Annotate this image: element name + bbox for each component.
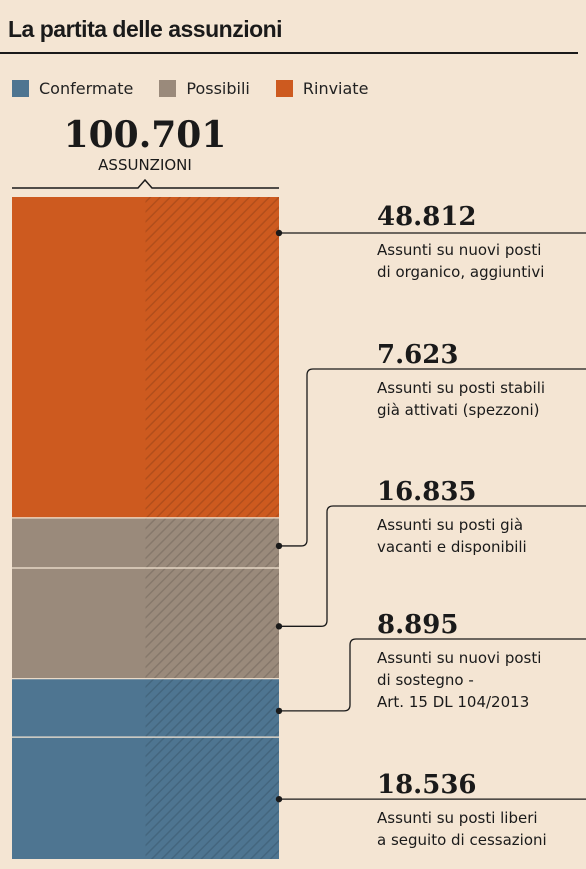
annotation-value-1: 48.812	[377, 202, 477, 232]
legend-item-rinviate: Rinviate	[275, 79, 369, 98]
total-bracket	[12, 178, 279, 189]
legend-item-confermate: Confermate	[12, 79, 133, 98]
leader-dot-3	[275, 623, 283, 630]
leader-dot-1	[275, 229, 283, 237]
legend-swatch-confermate	[12, 80, 29, 97]
annotation-desc-2-2: già attivati (spezzoni)	[377, 401, 540, 419]
leader-line-4	[279, 638, 586, 712]
title-divider	[0, 52, 578, 54]
leader-line-3	[279, 505, 586, 627]
annotation-desc-5-1: Assunti su posti liberi	[377, 809, 538, 827]
leader-dot-2	[275, 542, 283, 550]
bar-segment-hatch-2	[145, 517, 279, 568]
annotations: 48.812 Assunti su nuovi posti di organico,…	[275, 202, 586, 849]
annotation-value-3: 16.835	[377, 477, 477, 507]
annotation-value-5: 18.536	[377, 770, 477, 800]
leader-dot-4	[275, 707, 283, 715]
legend-label-confermate: Confermate	[39, 79, 134, 98]
annotation-desc-1-1: Assunti su nuovi posti	[377, 241, 541, 259]
leader-dot-5	[275, 795, 283, 803]
annotation-desc-5-2: a seguito di cessazioni	[377, 831, 547, 849]
bar-segment-hatch-1	[145, 197, 279, 518]
annotation-desc-2-1: Assunti su posti stabili	[377, 379, 545, 397]
annotation-desc-4-2: di sostegno -	[377, 671, 474, 689]
bar-segments	[12, 197, 279, 859]
annotation-desc-3-2: vacanti e disponibili	[377, 538, 527, 556]
total-value: 100.701	[64, 114, 227, 156]
annotation-desc-4-1: Assunti su nuovi posti	[377, 649, 541, 667]
bar-segment-hatch-3	[145, 567, 279, 679]
annotation-desc-4-3: Art. 15 DL 104/2013	[377, 693, 529, 711]
legend-swatch-rinviate	[275, 80, 293, 97]
annotation-value-4: 8.895	[377, 610, 458, 640]
legend-label-possibili: Possibili	[186, 79, 250, 98]
page-title: La partita delle assunzioni	[8, 16, 283, 42]
legend-item-possibili: Possibili	[159, 79, 250, 98]
bar-segment-hatch-4	[145, 678, 279, 738]
legend-label-rinviate: Rinviate	[302, 79, 369, 98]
annotation-desc-1-2: di organico, aggiuntivi	[377, 263, 544, 281]
legend: Confermate Possibili Rinviate	[12, 79, 394, 98]
bar-segment-hatch-5	[145, 737, 279, 859]
leader-line-2	[279, 368, 586, 547]
legend-swatch-possibili	[159, 80, 177, 97]
total-label: ASSUNZIONI	[98, 156, 192, 174]
annotation-desc-3-1: Assunti su posti già	[377, 516, 523, 534]
annotation-value-2: 7.623	[377, 340, 458, 370]
